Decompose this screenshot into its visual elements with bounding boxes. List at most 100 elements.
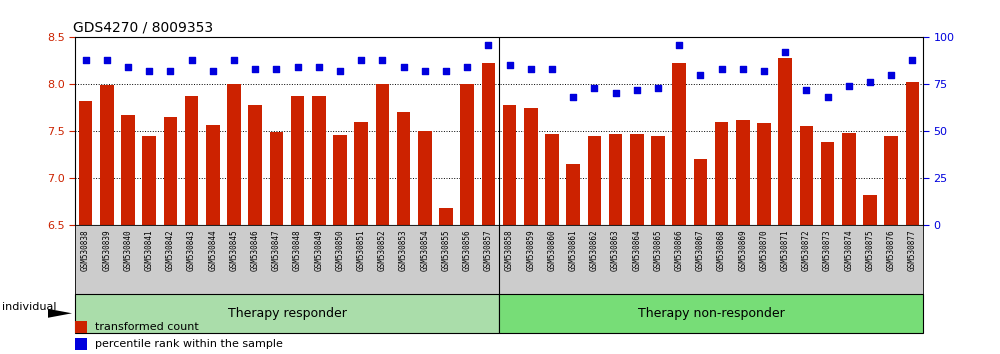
- Text: GSM530848: GSM530848: [293, 229, 302, 270]
- Bar: [609, 134, 622, 225]
- Point: [714, 66, 730, 72]
- Point: [671, 42, 687, 47]
- Text: GSM530840: GSM530840: [124, 229, 132, 270]
- Point: [798, 87, 814, 92]
- Text: GSM530851: GSM530851: [357, 229, 366, 270]
- Text: GSM530865: GSM530865: [654, 229, 663, 270]
- Text: GSM530841: GSM530841: [145, 229, 154, 270]
- Point: [820, 95, 836, 100]
- Point: [502, 62, 518, 68]
- Bar: [630, 134, 644, 225]
- Bar: [800, 126, 813, 225]
- Bar: [397, 112, 410, 225]
- Point: [438, 68, 454, 74]
- Text: GSM530846: GSM530846: [251, 229, 260, 270]
- Bar: [206, 125, 220, 225]
- Point: [629, 87, 645, 92]
- Bar: [312, 96, 326, 225]
- Text: GSM530867: GSM530867: [696, 229, 705, 270]
- FancyBboxPatch shape: [75, 294, 499, 333]
- Text: Therapy responder: Therapy responder: [228, 307, 346, 320]
- Point: [141, 68, 157, 74]
- Bar: [884, 136, 898, 225]
- Bar: [588, 136, 601, 225]
- Bar: [736, 120, 750, 225]
- Point: [417, 68, 433, 74]
- Text: GSM530845: GSM530845: [230, 229, 239, 270]
- Point: [120, 64, 136, 70]
- Bar: [651, 136, 665, 225]
- Point: [756, 68, 772, 74]
- Bar: [821, 142, 834, 225]
- Text: GSM530876: GSM530876: [887, 229, 896, 270]
- Bar: [354, 122, 368, 225]
- Point: [904, 57, 920, 63]
- Bar: [185, 96, 198, 225]
- Text: GSM530863: GSM530863: [611, 229, 620, 270]
- Point: [650, 85, 666, 91]
- Bar: [757, 124, 771, 225]
- Text: GSM530838: GSM530838: [81, 229, 90, 270]
- Text: GSM530862: GSM530862: [590, 229, 599, 270]
- Point: [608, 91, 624, 96]
- Point: [735, 66, 751, 72]
- Point: [205, 68, 221, 74]
- Point: [862, 79, 878, 85]
- Text: GDS4270 / 8009353: GDS4270 / 8009353: [73, 21, 213, 35]
- Text: GSM530861: GSM530861: [569, 229, 578, 270]
- Text: Therapy non-responder: Therapy non-responder: [638, 307, 784, 320]
- FancyBboxPatch shape: [499, 294, 923, 333]
- Bar: [142, 136, 156, 225]
- Text: GSM530872: GSM530872: [802, 229, 811, 270]
- Text: percentile rank within the sample: percentile rank within the sample: [95, 339, 283, 349]
- Point: [692, 72, 708, 78]
- Polygon shape: [48, 309, 72, 318]
- Point: [565, 95, 581, 100]
- Text: GSM530850: GSM530850: [336, 229, 344, 270]
- Bar: [248, 105, 262, 225]
- Bar: [460, 84, 474, 225]
- Text: GSM530849: GSM530849: [314, 229, 323, 270]
- Point: [353, 57, 369, 63]
- Text: GSM530869: GSM530869: [738, 229, 747, 270]
- Point: [396, 64, 412, 70]
- Text: GSM530852: GSM530852: [378, 229, 387, 270]
- Bar: [270, 132, 283, 225]
- Text: GSM530847: GSM530847: [272, 229, 281, 270]
- Bar: [418, 131, 432, 225]
- Point: [586, 85, 602, 91]
- Bar: [672, 63, 686, 225]
- Bar: [778, 58, 792, 225]
- Bar: [227, 84, 241, 225]
- Bar: [121, 115, 135, 225]
- Bar: [842, 133, 856, 225]
- Point: [290, 64, 306, 70]
- Point: [459, 64, 475, 70]
- Point: [226, 57, 242, 63]
- Point: [374, 57, 390, 63]
- Point: [268, 66, 284, 72]
- Point: [78, 57, 94, 63]
- Point: [99, 57, 115, 63]
- Bar: [906, 82, 919, 225]
- Point: [883, 72, 899, 78]
- Text: GSM530877: GSM530877: [908, 229, 917, 270]
- Text: GSM530858: GSM530858: [505, 229, 514, 270]
- Bar: [164, 117, 177, 225]
- Text: GSM530870: GSM530870: [760, 229, 769, 270]
- Text: GSM530856: GSM530856: [463, 229, 472, 270]
- Text: GSM530866: GSM530866: [675, 229, 684, 270]
- Text: GSM530859: GSM530859: [526, 229, 535, 270]
- Bar: [482, 63, 495, 225]
- Point: [480, 42, 496, 47]
- Bar: [100, 85, 114, 225]
- Bar: [79, 101, 92, 225]
- Bar: [863, 195, 877, 225]
- Bar: [376, 84, 389, 225]
- Text: GSM530860: GSM530860: [548, 229, 557, 270]
- Text: GSM530874: GSM530874: [844, 229, 853, 270]
- Text: GSM530873: GSM530873: [823, 229, 832, 270]
- Text: GSM530855: GSM530855: [442, 229, 450, 270]
- Text: GSM530854: GSM530854: [420, 229, 429, 270]
- Text: GSM530875: GSM530875: [866, 229, 875, 270]
